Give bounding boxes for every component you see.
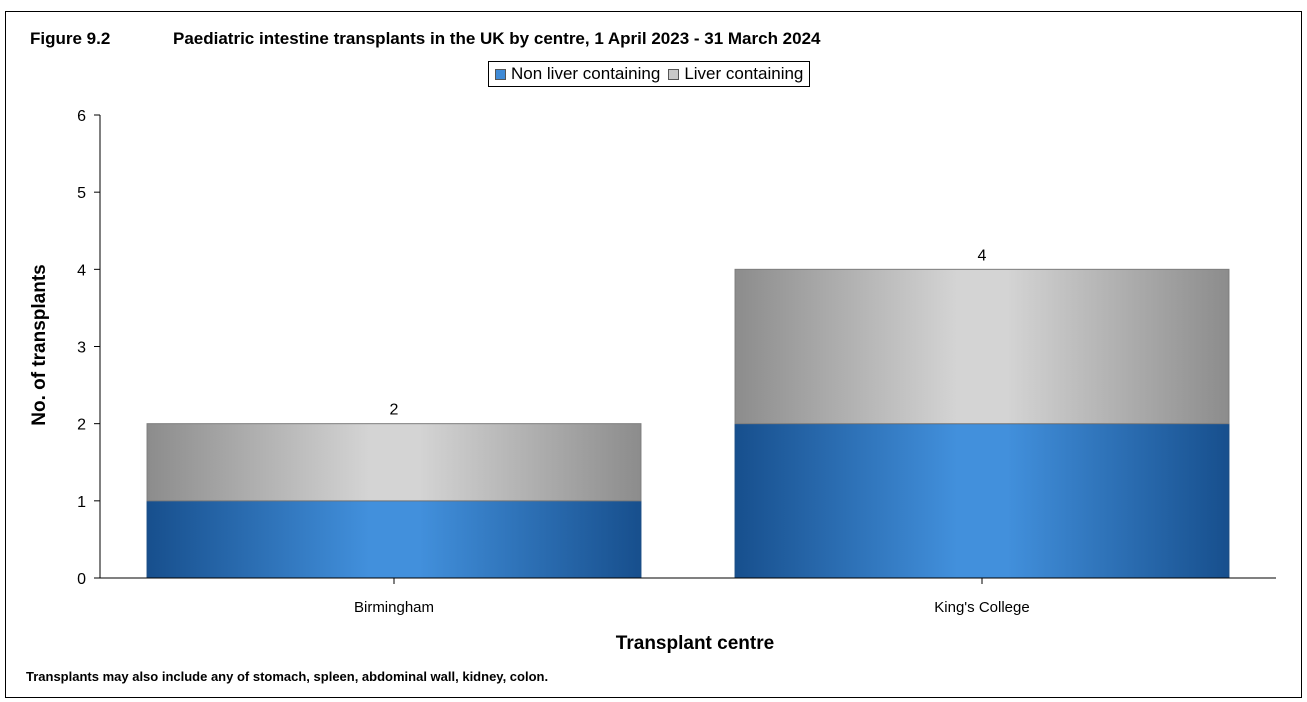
chart-legend: Non liver containing Liver containing (488, 61, 811, 87)
figure-footnote: Transplants may also include any of stom… (26, 669, 549, 684)
bar-segment-liver-kings-college (734, 268, 1230, 425)
y-tick-label: 3 (77, 340, 86, 357)
y-tick-label: 1 (77, 494, 86, 511)
bar-segment-non-liver-birmingham (146, 500, 642, 579)
legend-item-non-liver: Non liver containing (495, 64, 660, 84)
legend-swatch-liver (668, 68, 680, 80)
bar-segment-non-liver-kings-college (734, 423, 1230, 579)
legend-swatch-non-liver (495, 68, 506, 80)
y-tick-label: 4 (77, 262, 86, 279)
bar-total-label: 4 (978, 247, 987, 264)
legend-item-liver: Liver containing (668, 64, 803, 84)
figure-title: Paediatric intestine transplants in the … (173, 29, 821, 48)
y-tick-label: 6 (77, 108, 86, 125)
y-tick-label: 0 (77, 571, 86, 588)
x-tick-label: King's College (934, 599, 1029, 616)
bar-total-label: 2 (390, 402, 399, 419)
figure-number: Figure 9.2 (30, 29, 111, 48)
legend-label-non-liver: Non liver containing (511, 64, 661, 83)
legend-label-liver: Liver containing (684, 64, 804, 83)
y-axis-title: No. of transplants (29, 264, 50, 426)
y-tick-label: 2 (77, 417, 86, 434)
bar-segment-liver-birmingham (146, 423, 642, 502)
x-tick-label: Birmingham (354, 599, 434, 616)
y-tick-label: 5 (77, 185, 86, 202)
x-axis-title: Transplant centre (615, 633, 775, 654)
